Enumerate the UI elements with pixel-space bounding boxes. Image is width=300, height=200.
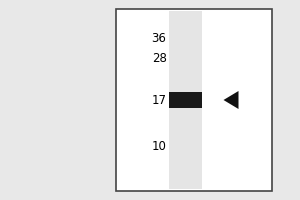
Bar <box>169 92 202 108</box>
Text: 10: 10 <box>152 140 166 152</box>
Text: 36: 36 <box>152 32 166 46</box>
Text: 17: 17 <box>152 94 166 106</box>
Text: 28: 28 <box>152 52 166 66</box>
Bar <box>169 11 202 189</box>
Bar <box>116 9 272 191</box>
Polygon shape <box>224 91 238 109</box>
